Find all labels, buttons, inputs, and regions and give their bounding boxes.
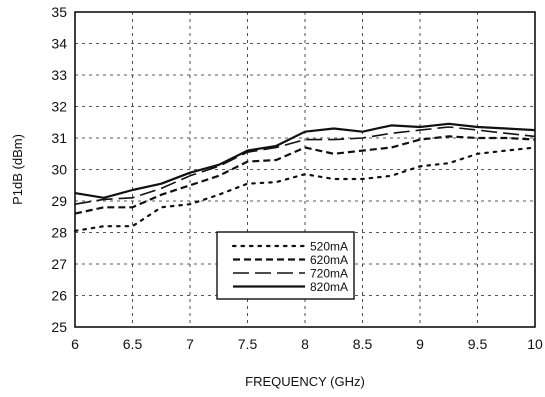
x-tick-label: 10	[527, 336, 543, 352]
x-tick-label: 9	[416, 336, 424, 352]
legend-label: 720mA	[310, 267, 348, 281]
series-line-620mA	[74, 135, 536, 215]
series-line-520mA	[73, 146, 537, 232]
y-tick-label: 33	[51, 67, 67, 83]
y-axis-title: P1dB (dBm)	[10, 134, 25, 205]
y-tick-label: 32	[51, 99, 67, 115]
series-line-720mA	[74, 126, 536, 205]
legend-label: 620mA	[310, 253, 348, 267]
legend-label: 520mA	[310, 240, 348, 254]
x-tick-label: 6.5	[123, 336, 143, 352]
y-tick-label: 26	[51, 288, 67, 304]
y-tick-label: 31	[51, 130, 67, 146]
x-tick-label: 6	[71, 336, 79, 352]
x-axis-title: FREQUENCY (GHz)	[245, 374, 365, 389]
x-tick-label: 9.5	[468, 336, 488, 352]
y-tick-label: 27	[51, 256, 67, 272]
y-tick-label: 30	[51, 162, 67, 178]
x-tick-label: 8.5	[353, 336, 373, 352]
y-tick-labels: 25 26 27 28 29 30 31 32 33 34 35	[51, 4, 67, 335]
x-tick-labels: 6 6.5 7 7.5 8 8.5 9 9.5 10	[71, 336, 543, 352]
plot-frame	[74, 11, 536, 328]
y-tick-label: 35	[51, 4, 67, 20]
plot-series	[73, 122, 537, 232]
x-tick-label: 7	[186, 336, 194, 352]
y-tick-label: 29	[51, 193, 67, 209]
y-tick-label: 25	[51, 319, 67, 335]
legend-label: 820mA	[310, 280, 348, 294]
x-tick-label: 7.5	[238, 336, 258, 352]
y-tick-label: 34	[51, 36, 67, 52]
y-tick-label: 28	[51, 225, 67, 241]
x-tick-label: 8	[301, 336, 309, 352]
legend-box	[216, 231, 355, 300]
series-line-820mA	[74, 122, 536, 199]
